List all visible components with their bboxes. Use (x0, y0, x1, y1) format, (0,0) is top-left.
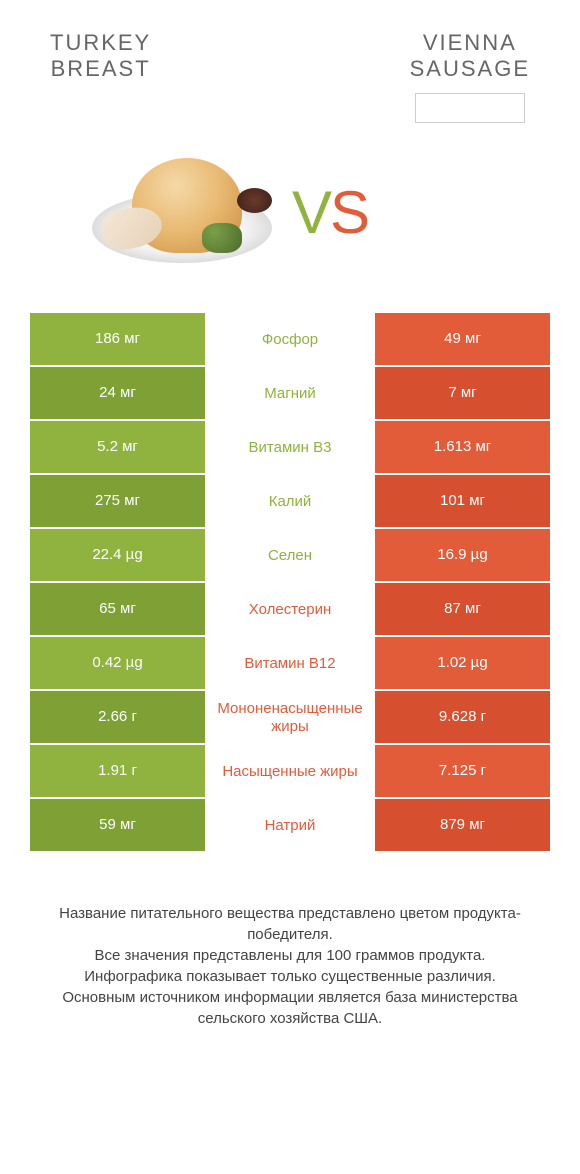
table-row: 186 мгФосфор49 мг (30, 313, 550, 367)
table-row: 2.66 гМононенасыщенные жиры9.628 г (30, 691, 550, 745)
right-value: 9.628 г (375, 691, 550, 745)
nutrient-label: Витамин B12 (205, 637, 375, 691)
left-value: 275 мг (30, 475, 205, 529)
right-value: 87 мг (375, 583, 550, 637)
footer-notes: Название питательного вещества представл… (0, 853, 580, 1049)
right-product-title: VIENNA SAUSAGE (410, 30, 530, 83)
footer-line-4: Основным источником информации является … (30, 987, 550, 1029)
nutrient-label: Мононенасыщенные жиры (205, 691, 375, 745)
footer-line-2: Все значения представлены для 100 граммо… (30, 945, 550, 966)
right-value: 16.9 µg (375, 529, 550, 583)
right-value: 879 мг (375, 799, 550, 853)
left-value: 65 мг (30, 583, 205, 637)
right-value: 7 мг (375, 367, 550, 421)
right-value: 1.02 µg (375, 637, 550, 691)
left-value: 22.4 µg (30, 529, 205, 583)
nutrient-label: Фосфор (205, 313, 375, 367)
left-value: 5.2 мг (30, 421, 205, 475)
right-image-placeholder (415, 93, 525, 123)
right-value: 1.613 мг (375, 421, 550, 475)
left-value: 2.66 г (30, 691, 205, 745)
left-value: 186 мг (30, 313, 205, 367)
footer-line-1: Название питательного вещества представл… (30, 903, 550, 945)
table-row: 24 мгМагний7 мг (30, 367, 550, 421)
table-row: 65 мгХолестерин87 мг (30, 583, 550, 637)
left-value: 0.42 µg (30, 637, 205, 691)
left-product-title: TURKEY BREAST (50, 30, 151, 123)
table-row: 22.4 µgСелен16.9 µg (30, 529, 550, 583)
comparison-table: 186 мгФосфор49 мг24 мгМагний7 мг5.2 мгВи… (0, 313, 580, 853)
vs-label: VS (292, 178, 368, 247)
right-value: 101 мг (375, 475, 550, 529)
table-row: 0.42 µgВитамин B121.02 µg (30, 637, 550, 691)
nutrient-label: Насыщенные жиры (205, 745, 375, 799)
table-row: 59 мгНатрий879 мг (30, 799, 550, 853)
nutrient-label: Калий (205, 475, 375, 529)
right-value: 7.125 г (375, 745, 550, 799)
nutrient-label: Витамин B3 (205, 421, 375, 475)
table-row: 5.2 мгВитамин B31.613 мг (30, 421, 550, 475)
table-row: 275 мгКалий101 мг (30, 475, 550, 529)
header: TURKEY BREAST VIENNA SAUSAGE (0, 0, 580, 133)
nutrient-label: Холестерин (205, 583, 375, 637)
turkey-breast-image (82, 153, 282, 273)
nutrient-label: Натрий (205, 799, 375, 853)
nutrient-label: Селен (205, 529, 375, 583)
vs-row: VS (0, 153, 580, 273)
nutrient-label: Магний (205, 367, 375, 421)
footer-line-3: Инфографика показывает только существенн… (30, 966, 550, 987)
left-value: 1.91 г (30, 745, 205, 799)
right-header-block: VIENNA SAUSAGE (410, 30, 530, 123)
right-value: 49 мг (375, 313, 550, 367)
table-row: 1.91 гНасыщенные жиры7.125 г (30, 745, 550, 799)
left-value: 24 мг (30, 367, 205, 421)
left-value: 59 мг (30, 799, 205, 853)
